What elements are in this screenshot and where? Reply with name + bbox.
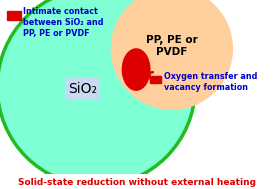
Text: Intimate contact
between SiO₂ and
PP, PE or PVDF: Intimate contact between SiO₂ and PP, PE…: [23, 7, 104, 38]
Text: SiO₂: SiO₂: [68, 82, 97, 96]
Ellipse shape: [122, 49, 150, 90]
Text: Oxygen transfer and
vacancy formation: Oxygen transfer and vacancy formation: [164, 72, 257, 92]
Text: PP, PE or
PVDF: PP, PE or PVDF: [146, 35, 198, 57]
Bar: [7, 11, 21, 20]
Ellipse shape: [0, 0, 195, 186]
Bar: [150, 76, 161, 83]
Text: Solid-state reduction without external heating: Solid-state reduction without external h…: [18, 178, 257, 187]
Ellipse shape: [111, 0, 232, 109]
